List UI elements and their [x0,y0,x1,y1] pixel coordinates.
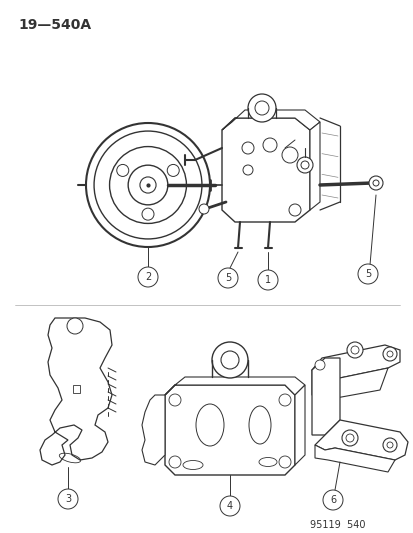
Circle shape [219,496,240,516]
Text: 19—540A: 19—540A [18,18,91,32]
Circle shape [138,267,158,287]
Text: 3: 3 [65,494,71,504]
Polygon shape [40,318,112,465]
Polygon shape [221,110,319,130]
Circle shape [94,131,202,239]
Polygon shape [165,385,294,475]
Circle shape [372,180,378,186]
Polygon shape [221,118,309,222]
Circle shape [278,394,290,406]
Circle shape [58,489,78,509]
Circle shape [169,456,180,468]
Circle shape [386,351,392,357]
Circle shape [300,161,308,169]
Circle shape [262,138,276,152]
Circle shape [296,157,312,173]
Circle shape [350,346,358,354]
Polygon shape [311,345,399,385]
Polygon shape [73,385,80,393]
Circle shape [167,164,179,176]
Text: 2: 2 [145,272,151,282]
Circle shape [322,490,342,510]
Circle shape [382,347,396,361]
Polygon shape [314,420,407,460]
Polygon shape [142,395,165,465]
Circle shape [254,101,268,115]
Circle shape [221,351,238,369]
Polygon shape [309,122,319,210]
Circle shape [199,204,209,214]
Circle shape [345,434,353,442]
Polygon shape [294,385,304,465]
Circle shape [109,147,186,223]
Polygon shape [314,445,394,472]
Circle shape [382,438,396,452]
Circle shape [288,204,300,216]
Circle shape [128,165,167,205]
Circle shape [116,164,128,176]
Circle shape [341,430,357,446]
Circle shape [281,147,297,163]
Circle shape [142,208,154,220]
Text: 1: 1 [264,275,271,285]
Circle shape [67,318,83,334]
Circle shape [211,342,247,378]
Text: 95119  540: 95119 540 [309,520,365,530]
Polygon shape [311,358,339,435]
Text: 5: 5 [364,269,370,279]
Circle shape [278,456,290,468]
Text: 4: 4 [226,501,233,511]
Circle shape [218,268,237,288]
Circle shape [247,94,275,122]
Circle shape [386,442,392,448]
Circle shape [86,123,209,247]
Polygon shape [311,368,387,400]
Circle shape [346,342,362,358]
Polygon shape [165,377,304,395]
Circle shape [242,142,254,154]
Circle shape [242,165,252,175]
Text: 6: 6 [329,495,335,505]
Circle shape [257,270,277,290]
Text: 5: 5 [224,273,230,283]
Circle shape [314,360,324,370]
Circle shape [368,176,382,190]
Circle shape [357,264,377,284]
Circle shape [140,177,156,193]
Circle shape [169,394,180,406]
